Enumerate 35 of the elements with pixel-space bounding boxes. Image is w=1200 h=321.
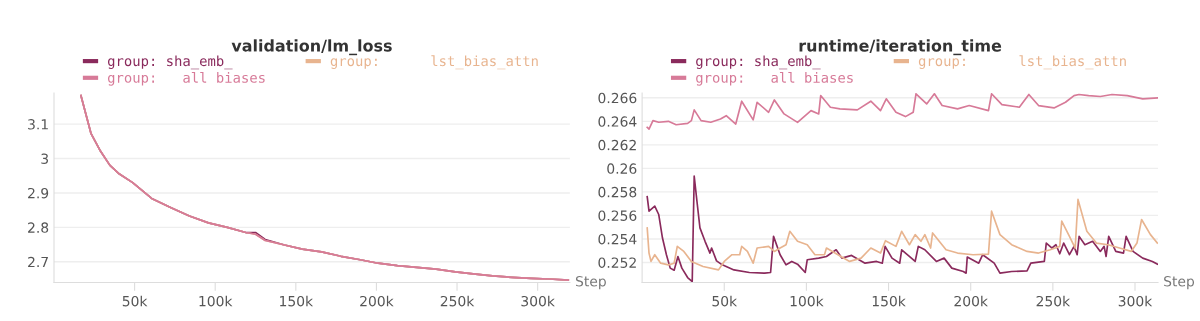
chart-title: validation/lm_loss <box>231 39 392 56</box>
x-tick-label: 50k <box>122 295 148 307</box>
x-tick-label: 100k <box>199 295 233 307</box>
x-tick-label: 300k <box>521 295 555 307</box>
legend-label: group: lst_bias_attn <box>918 55 1126 70</box>
y-tick-label: 0.26 <box>607 163 637 174</box>
y-tick-label: 2.8 <box>28 222 49 233</box>
x-tick-label: 150k <box>872 295 906 307</box>
legend-label: group: lst_bias_attn <box>330 55 538 70</box>
y-tick-label: 0.252 <box>598 257 636 268</box>
x-tick-label: 100k <box>790 295 824 307</box>
x-tick-label: 250k <box>1036 295 1071 307</box>
legend-label: group: all biases <box>107 72 265 86</box>
y-tick-label: 0.258 <box>598 186 637 198</box>
y-tick-label: 3 <box>41 153 49 164</box>
legend-label: group: all biases <box>696 72 853 86</box>
y-tick-label: 0.254 <box>598 233 637 245</box>
y-tick-label: 0.266 <box>598 92 637 104</box>
x-tick-label: 50k <box>712 295 738 307</box>
x-tick-label: 250k <box>440 295 475 307</box>
y-tick-label: 0.264 <box>598 116 637 127</box>
y-tick-label: 0.256 <box>598 210 637 221</box>
y-tick-label: 0.262 <box>598 139 636 151</box>
x-tick-label: 200k <box>360 295 394 307</box>
legend-label: group: sha_emb_ <box>696 55 821 70</box>
x-tick-label: 300k <box>1118 295 1153 307</box>
x-axis-title: Step <box>1164 276 1195 290</box>
x-tick-label: 150k <box>280 295 314 307</box>
legend-label: group: sha_emb_ <box>107 55 233 70</box>
y-tick-label: 3.1 <box>28 119 48 130</box>
chart-title: runtime/iteration_time <box>799 39 1002 56</box>
y-tick-label: 2.7 <box>28 256 48 268</box>
x-axis-title: Step <box>575 276 606 290</box>
x-tick-label: 200k <box>954 295 988 307</box>
y-tick-label: 2.9 <box>28 187 49 199</box>
